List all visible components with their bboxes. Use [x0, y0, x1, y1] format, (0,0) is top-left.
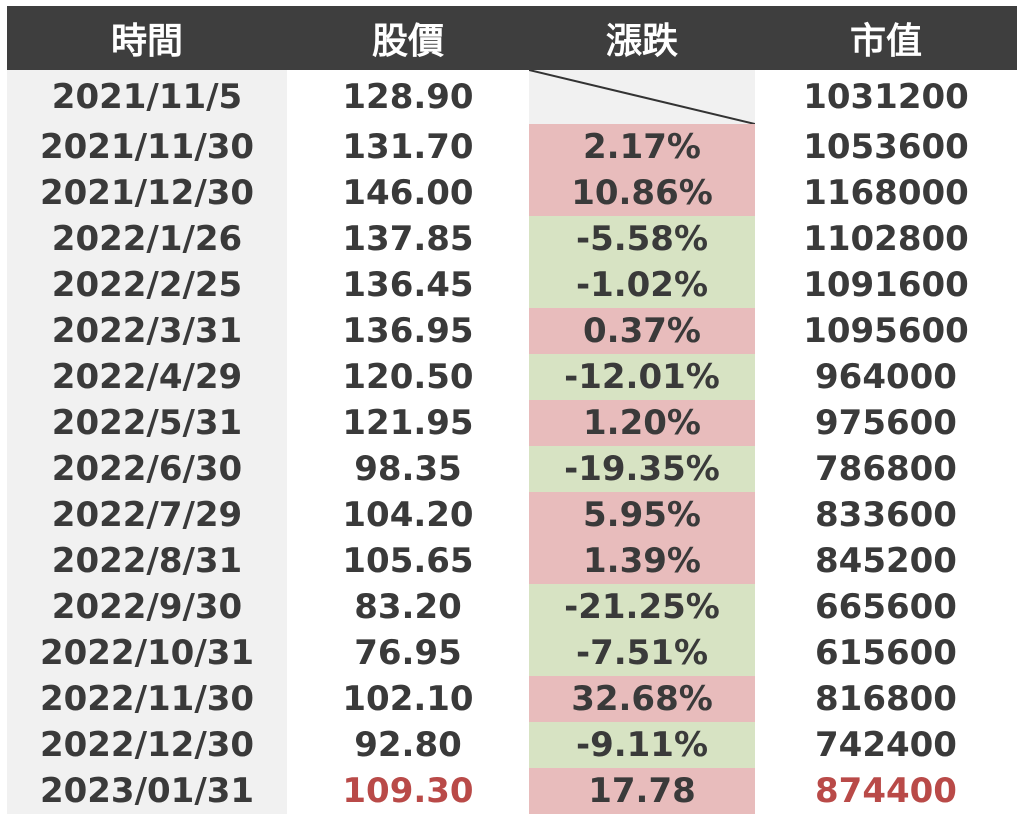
- table-row: 2022/10/31 76.95 -7.51% 615600: [7, 630, 1017, 676]
- price-cell: 104.20: [342, 495, 474, 535]
- header-row: 時間 股價 漲跌 市值: [7, 6, 1017, 70]
- market-cap-cell: 845200: [815, 541, 957, 581]
- date-cell: 2021/11/5: [7, 70, 287, 124]
- change-cell: 10.86%: [529, 170, 755, 216]
- price-cell: 109.30: [342, 771, 474, 811]
- date-cell: 2022/5/31: [7, 400, 287, 446]
- price-cell: 137.85: [342, 219, 474, 259]
- table-row: 2022/9/30 83.20 -21.25% 665600: [7, 584, 1017, 630]
- table-row: 2022/6/30 98.35 -19.35% 786800: [7, 446, 1017, 492]
- header-market-cap: 市值: [755, 6, 1017, 70]
- market-cap-cell: 1031200: [803, 77, 969, 117]
- price-cell: 146.00: [342, 173, 474, 213]
- date-cell: 2022/8/31: [7, 538, 287, 584]
- market-cap-cell: 1168000: [803, 173, 969, 213]
- market-cap-cell: 874400: [815, 771, 957, 811]
- header-date: 時間: [7, 6, 287, 70]
- market-cap-cell: 742400: [815, 725, 957, 765]
- change-cell: 1.20%: [529, 400, 755, 446]
- price-cell: 98.35: [354, 449, 462, 489]
- date-cell: 2022/7/29: [7, 492, 287, 538]
- market-cap-cell: 975600: [815, 403, 957, 443]
- market-cap-cell: 1102800: [803, 219, 969, 259]
- price-cell: 121.95: [342, 403, 474, 443]
- table-body: 2021/11/5 128.90 1031200 2021/11/30 131.70 2.…: [7, 70, 1017, 814]
- date-cell: 2022/9/30: [7, 584, 287, 630]
- price-cell: 102.10: [342, 679, 474, 719]
- price-cell: 92.80: [354, 725, 462, 765]
- table-row: 2022/1/26 137.85 -5.58% 1102800: [7, 216, 1017, 262]
- change-cell: 2.17%: [529, 124, 755, 170]
- price-cell: 128.90: [342, 77, 474, 117]
- change-cell: 5.95%: [529, 492, 755, 538]
- change-cell: -5.58%: [529, 216, 755, 262]
- date-cell: 2022/10/31: [7, 630, 287, 676]
- change-cell: -9.11%: [529, 722, 755, 768]
- table-row: 2021/12/30 146.00 10.86% 1168000: [7, 170, 1017, 216]
- header-change: 漲跌: [529, 6, 755, 70]
- market-cap-cell: 1095600: [803, 311, 969, 351]
- price-cell: 136.95: [342, 311, 474, 351]
- date-cell: 2022/12/30: [7, 722, 287, 768]
- date-cell: 2022/3/31: [7, 308, 287, 354]
- table-row: 2022/8/31 105.65 1.39% 845200: [7, 538, 1017, 584]
- date-cell: 2022/1/26: [7, 216, 287, 262]
- change-cell: 1.39%: [529, 538, 755, 584]
- price-cell: 131.70: [342, 127, 474, 167]
- change-cell: 17.78: [529, 768, 755, 814]
- table-row: 2022/12/30 92.80 -9.11% 742400: [7, 722, 1017, 768]
- date-cell: 2023/01/31: [7, 768, 287, 814]
- market-cap-cell: 665600: [815, 587, 957, 627]
- market-cap-cell: 1091600: [803, 265, 969, 305]
- market-cap-cell: 786800: [815, 449, 957, 489]
- change-cell: -21.25%: [529, 584, 755, 630]
- table-row: 2022/2/25 136.45 -1.02% 1091600: [7, 262, 1017, 308]
- stock-table-container: 時間 股價 漲跌 市值 2021/11/5 128.90 1031200 2021/1…: [7, 6, 1017, 830]
- table-row: 2022/5/31 121.95 1.20% 975600: [7, 400, 1017, 446]
- change-cell: 32.68%: [529, 676, 755, 722]
- market-cap-cell: 816800: [815, 679, 957, 719]
- header-price: 股價: [287, 6, 529, 70]
- change-cell: -1.02%: [529, 262, 755, 308]
- table-row: 2023/01/31 109.30 17.78 874400: [7, 768, 1017, 814]
- date-cell: 2021/11/30: [7, 124, 287, 170]
- date-cell: 2022/4/29: [7, 354, 287, 400]
- date-cell: 2022/6/30: [7, 446, 287, 492]
- market-cap-cell: 1053600: [803, 127, 969, 167]
- price-cell: 76.95: [354, 633, 462, 673]
- table-row: 2022/3/31 136.95 0.37% 1095600: [7, 308, 1017, 354]
- table-row: 2022/4/29 120.50 -12.01% 964000: [7, 354, 1017, 400]
- table-header: 時間 股價 漲跌 市值: [7, 6, 1017, 70]
- date-cell: 2022/2/25: [7, 262, 287, 308]
- change-cell: -12.01%: [529, 354, 755, 400]
- table-row: 2022/7/29 104.20 5.95% 833600: [7, 492, 1017, 538]
- price-cell: 105.65: [342, 541, 474, 581]
- table-row: 2021/11/30 131.70 2.17% 1053600: [7, 124, 1017, 170]
- stock-table: 時間 股價 漲跌 市值 2021/11/5 128.90 1031200 2021/1…: [7, 6, 1017, 814]
- price-cell: 83.20: [354, 587, 462, 627]
- market-cap-cell: 833600: [815, 495, 957, 535]
- change-cell: -7.51%: [529, 630, 755, 676]
- market-cap-cell: 964000: [815, 357, 957, 397]
- change-cell: 0.37%: [529, 308, 755, 354]
- price-cell: 120.50: [342, 357, 474, 397]
- date-cell: 2022/11/30: [7, 676, 287, 722]
- empty-cell-diagonal: [529, 70, 755, 124]
- table-row: 2022/11/30 102.10 32.68% 816800: [7, 676, 1017, 722]
- table-row: 2021/11/5 128.90 1031200: [7, 70, 1017, 124]
- date-cell: 2021/12/30: [7, 170, 287, 216]
- market-cap-cell: 615600: [815, 633, 957, 673]
- price-cell: 136.45: [342, 265, 474, 305]
- change-cell: -19.35%: [529, 446, 755, 492]
- change-cell: [529, 70, 755, 124]
